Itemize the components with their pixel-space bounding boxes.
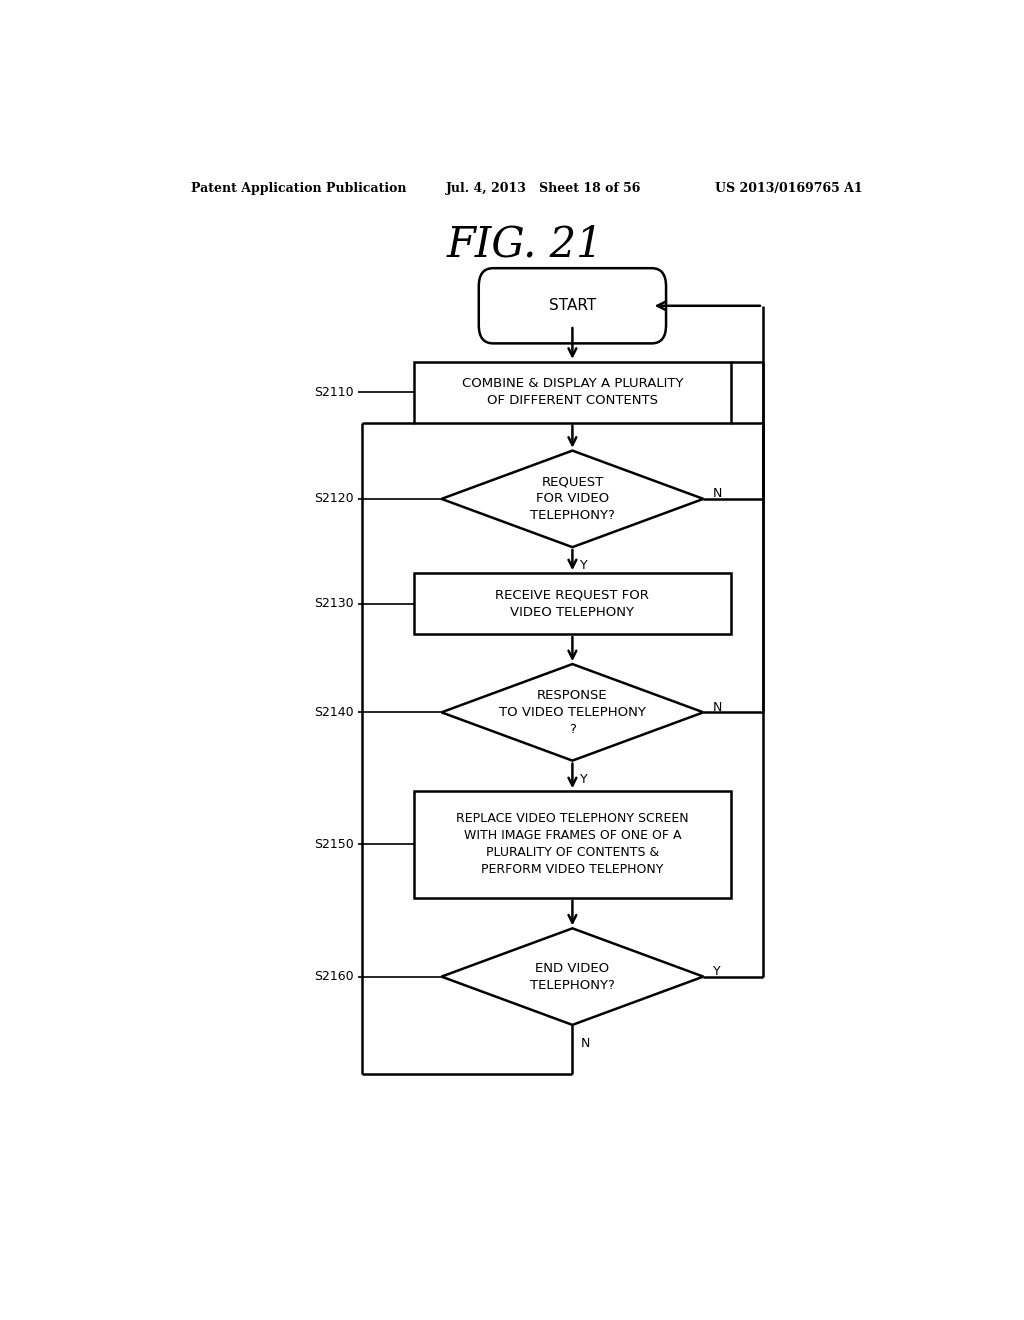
Text: RESPONSE
TO VIDEO TELEPHONY
?: RESPONSE TO VIDEO TELEPHONY ? [499,689,646,735]
Bar [414,573,731,634]
Text: N: N [581,1038,590,1051]
Text: US 2013/0169765 A1: US 2013/0169765 A1 [715,182,863,195]
Text: FIG. 21: FIG. 21 [446,224,603,265]
Text: Y: Y [581,560,588,573]
Text: REPLACE VIDEO TELEPHONY SCREEN
WITH IMAGE FRAMES OF ONE OF A
PLURALITY OF CONTEN: REPLACE VIDEO TELEPHONY SCREEN WITH IMAG… [456,813,689,876]
Text: REQUEST
FOR VIDEO
TELEPHONY?: REQUEST FOR VIDEO TELEPHONY? [530,475,614,523]
Text: N: N [713,487,722,500]
Text: Patent Application Publication: Patent Application Publication [191,182,407,195]
Bar [414,791,731,898]
Text: N: N [713,701,722,714]
Text: START: START [549,298,596,313]
Polygon shape [441,450,703,548]
FancyBboxPatch shape [479,268,666,343]
Text: S2130: S2130 [314,597,354,610]
Text: Y: Y [713,965,721,978]
Text: S2140: S2140 [314,706,354,719]
Text: Y: Y [581,772,588,785]
Text: S2160: S2160 [314,970,354,983]
Text: S2150: S2150 [314,838,354,851]
Polygon shape [441,664,703,760]
Text: RECEIVE REQUEST FOR
VIDEO TELEPHONY: RECEIVE REQUEST FOR VIDEO TELEPHONY [496,589,649,619]
FancyBboxPatch shape [494,286,652,325]
Text: S2110: S2110 [314,385,354,399]
Text: Jul. 4, 2013   Sheet 18 of 56: Jul. 4, 2013 Sheet 18 of 56 [445,182,641,195]
Polygon shape [441,928,703,1024]
Text: END VIDEO
TELEPHONY?: END VIDEO TELEPHONY? [530,961,614,991]
Text: COMBINE & DISPLAY A PLURALITY
OF DIFFERENT CONTENTS: COMBINE & DISPLAY A PLURALITY OF DIFFERE… [462,378,683,407]
Bar [414,362,731,422]
Text: S2120: S2120 [314,492,354,506]
